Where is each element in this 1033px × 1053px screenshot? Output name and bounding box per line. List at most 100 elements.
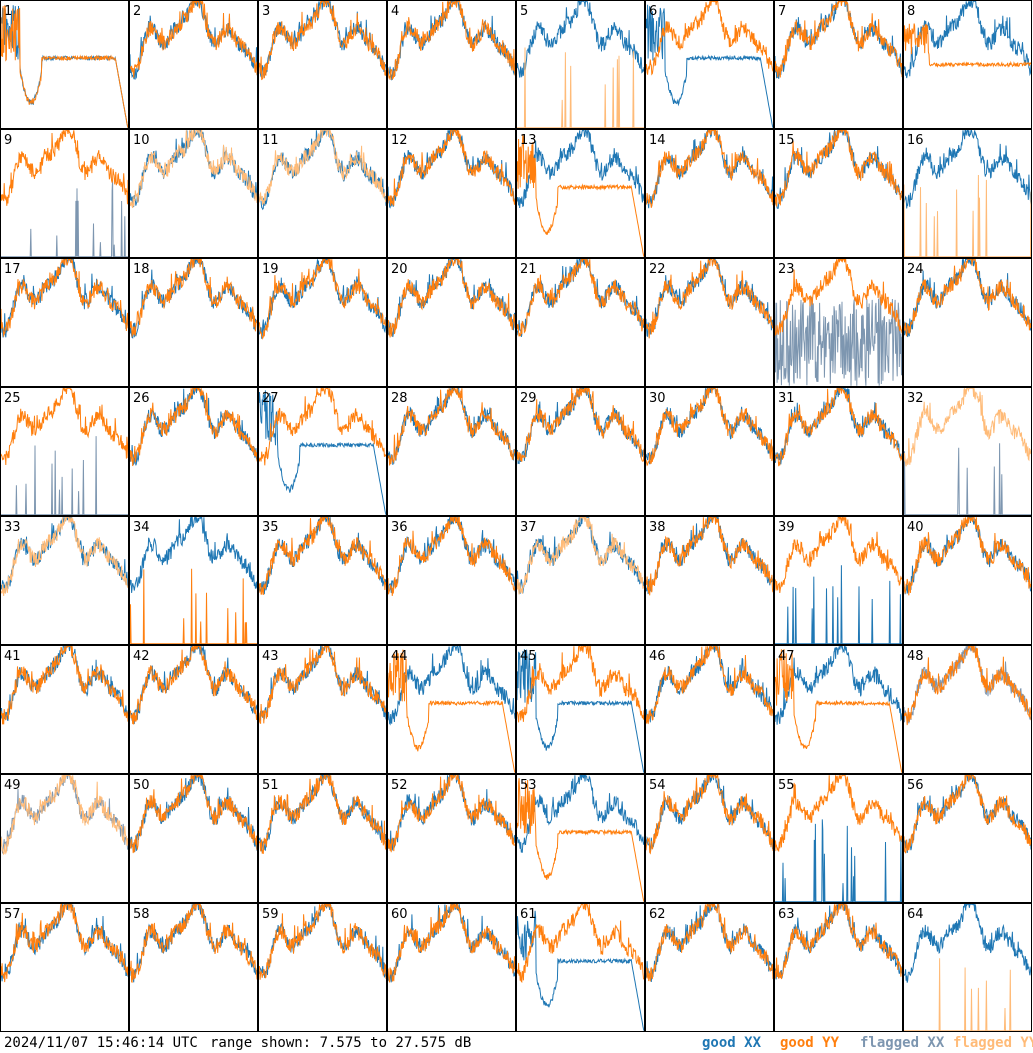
spectrum-panel: 5 bbox=[516, 0, 645, 129]
panel-frame bbox=[258, 645, 387, 774]
panel-label: 13 bbox=[520, 133, 537, 148]
spectrum-panel: 20 bbox=[387, 258, 516, 387]
yy-series bbox=[129, 774, 258, 854]
panel-frame bbox=[129, 774, 258, 903]
yy-series bbox=[774, 903, 903, 980]
yy-series bbox=[645, 903, 774, 982]
xx-series bbox=[516, 649, 645, 773]
spectrum-panel: 60 bbox=[387, 903, 516, 1032]
yy-series bbox=[0, 645, 129, 725]
xx-series bbox=[903, 129, 1032, 209]
spectrum-panel: 61 bbox=[516, 903, 645, 1032]
xx-series bbox=[387, 645, 516, 726]
yy-series bbox=[645, 258, 774, 339]
yy-series bbox=[774, 516, 903, 594]
panel-frame bbox=[387, 387, 516, 516]
panel-label: 23 bbox=[778, 262, 795, 277]
spectrum-panel: 63 bbox=[774, 903, 903, 1032]
panel-frame bbox=[516, 774, 645, 903]
panel-label: 33 bbox=[4, 520, 21, 535]
panel-frame bbox=[129, 516, 258, 645]
panel-frame bbox=[0, 258, 129, 387]
spectrum-panel: 9 bbox=[0, 129, 129, 258]
spectrum-panel: 47 bbox=[774, 645, 903, 774]
panel-frame bbox=[516, 387, 645, 516]
spectrum-panel: 24 bbox=[903, 258, 1032, 387]
yy-series bbox=[645, 387, 774, 467]
panel-frame bbox=[645, 774, 774, 903]
spectrum-panel: 22 bbox=[645, 258, 774, 387]
yy-series bbox=[516, 645, 645, 723]
spectrum-panel: 28 bbox=[387, 387, 516, 516]
yy-series bbox=[387, 129, 516, 206]
spectrum-panel: 25 bbox=[0, 387, 129, 516]
spectrum-panel: 45 bbox=[516, 645, 645, 774]
panel-label: 6 bbox=[649, 4, 657, 19]
spectrum-panel: 4 bbox=[387, 0, 516, 129]
panel-label: 9 bbox=[4, 133, 12, 148]
xx-series bbox=[516, 0, 645, 78]
panel-label: 34 bbox=[133, 520, 150, 535]
yy-series bbox=[0, 258, 129, 337]
panel-label: 24 bbox=[907, 262, 924, 277]
panel-frame bbox=[645, 387, 774, 516]
panel-label: 36 bbox=[391, 520, 408, 535]
spectrum-panel: 34 bbox=[129, 516, 258, 645]
panel-label: 29 bbox=[520, 391, 537, 406]
yy-series bbox=[645, 774, 774, 855]
footer-bar: 2024/11/07 15:46:14 UTC range shown: 7.5… bbox=[0, 1033, 1033, 1053]
yy-series bbox=[129, 129, 258, 209]
panel-label: 64 bbox=[907, 907, 924, 922]
xx-series bbox=[774, 296, 903, 386]
spectrum-panel: 3 bbox=[258, 0, 387, 129]
panel-label: 18 bbox=[133, 262, 150, 277]
panel-frame bbox=[903, 0, 1032, 129]
panel-label: 26 bbox=[133, 391, 150, 406]
spectrum-panel: 49 bbox=[0, 774, 129, 903]
panel-label: 47 bbox=[778, 649, 795, 664]
spectrum-panel: 14 bbox=[645, 129, 774, 258]
yy-series bbox=[0, 129, 129, 206]
yy-series bbox=[645, 129, 774, 208]
yy-series bbox=[258, 903, 387, 980]
xx-series bbox=[258, 0, 387, 79]
panel-frame bbox=[903, 258, 1032, 387]
panel-frame bbox=[258, 258, 387, 387]
yy-series bbox=[0, 4, 129, 128]
yy-series bbox=[0, 387, 129, 466]
panel-label: 2 bbox=[133, 4, 141, 19]
xx-series bbox=[645, 4, 774, 128]
panel-label: 12 bbox=[391, 133, 408, 148]
yy-series bbox=[903, 258, 1032, 337]
panel-frame bbox=[129, 903, 258, 1032]
xx-series bbox=[775, 819, 902, 903]
panel-label: 53 bbox=[520, 778, 537, 793]
spectrum-panel: 18 bbox=[129, 258, 258, 387]
panel-frame bbox=[0, 387, 129, 516]
panel-frame bbox=[903, 387, 1032, 516]
panel-frame bbox=[129, 258, 258, 387]
panel-frame bbox=[387, 516, 516, 645]
panel-label: 58 bbox=[133, 907, 150, 922]
spectrum-panel: 46 bbox=[645, 645, 774, 774]
spectrum-panel: 31 bbox=[774, 387, 903, 516]
panel-label: 16 bbox=[907, 133, 924, 148]
spectrum-panel: 10 bbox=[129, 129, 258, 258]
yy-series bbox=[258, 516, 387, 596]
yy-series bbox=[258, 129, 387, 205]
yy-series bbox=[258, 0, 387, 81]
xx-series bbox=[516, 910, 645, 1031]
spectrum-panel: 16 bbox=[903, 129, 1032, 258]
yy-series bbox=[258, 387, 387, 466]
yy-series bbox=[903, 774, 1032, 854]
panel-frame bbox=[387, 903, 516, 1032]
panel-frame bbox=[516, 516, 645, 645]
panel-label: 1 bbox=[4, 4, 12, 19]
yy-series bbox=[129, 568, 257, 645]
spectrum-panel: 7 bbox=[774, 0, 903, 129]
xx-series bbox=[258, 390, 387, 515]
panel-frame bbox=[129, 645, 258, 774]
panel-label: 19 bbox=[262, 262, 279, 277]
spectrum-panel: 54 bbox=[645, 774, 774, 903]
xx-series bbox=[774, 645, 903, 725]
